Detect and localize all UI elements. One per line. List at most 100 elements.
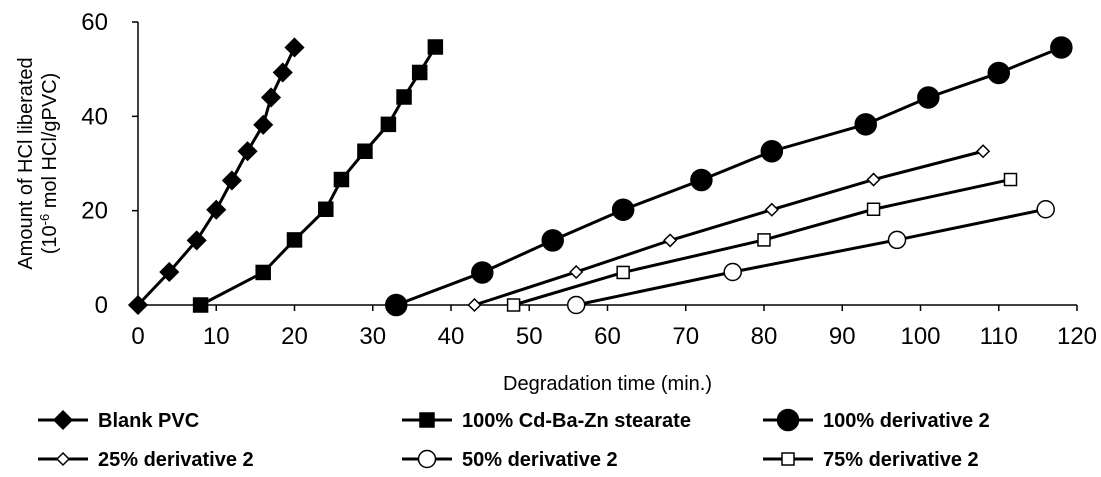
- x-tick-label: 0: [131, 323, 144, 350]
- data-point: [1036, 200, 1055, 219]
- y-axis-title-line1: Amount of HCl liberated: [15, 57, 37, 269]
- y-tick-label: 60: [81, 9, 108, 36]
- data-point: [471, 261, 494, 284]
- data-point: [887, 230, 907, 250]
- legend-entry: 100% Cd-Ba-Zn stearate: [402, 410, 691, 432]
- legend-marker: [776, 408, 800, 432]
- data-point: [1003, 172, 1018, 187]
- data-point: [506, 298, 521, 312]
- data-point: [192, 297, 209, 313]
- series-50-derivative-2: [566, 200, 1055, 315]
- data-point: [987, 61, 1010, 85]
- legend-label: 50% derivative 2: [462, 449, 618, 471]
- data-point: [760, 139, 784, 163]
- y-tick-label: 40: [81, 103, 108, 130]
- series-blank-pvc: [127, 37, 305, 316]
- legend-marker: [417, 449, 437, 469]
- series-line: [575, 207, 1047, 307]
- legend: Blank PVC 100% Cd-Ba-Zn stearate 100% deri…: [38, 408, 990, 471]
- data-point: [854, 113, 877, 136]
- y-ticks: 0 20 40 60: [81, 9, 138, 319]
- data-point: [917, 86, 940, 109]
- data-point: [764, 202, 779, 217]
- data-point: [396, 89, 412, 105]
- x-tick-label: 30: [359, 323, 386, 350]
- data-point: [569, 264, 584, 280]
- y-tick-label: 20: [81, 198, 108, 225]
- x-tick-label: 110: [980, 323, 1018, 350]
- legend-marker: [419, 412, 435, 428]
- legend-marker: [52, 409, 74, 431]
- x-tick-label: 20: [281, 323, 308, 350]
- legend-entry: Blank PVC: [38, 409, 199, 432]
- data-point: [566, 295, 586, 315]
- data-point: [237, 141, 258, 162]
- data-point: [384, 293, 408, 317]
- y-axis-title-suffix: mol HCl/gPVC): [39, 73, 61, 214]
- series-100-derivative-2: [384, 36, 1073, 317]
- legend-marker: [781, 452, 795, 466]
- plot-area: 0 20 40 60 0 10 20 30 40 50 60 70 80 90 100 110 120: [81, 9, 1097, 350]
- data-point: [663, 233, 678, 248]
- y-axis-title-prefix: (10: [39, 225, 61, 254]
- y-axis-title-line2: (10-6 mol HCl/gPVC): [37, 73, 62, 255]
- data-point: [333, 171, 350, 188]
- x-tick-label: 70: [672, 323, 699, 350]
- data-point: [1050, 36, 1073, 59]
- x-tick-label: 80: [751, 323, 778, 350]
- data-point: [411, 64, 428, 81]
- legend-entry: 100% derivative 2: [763, 408, 990, 432]
- data-point: [255, 264, 271, 281]
- series-75-derivative-2: [506, 172, 1018, 312]
- legend-entry: 25% derivative 2: [38, 449, 254, 471]
- series-layer: [127, 36, 1073, 317]
- series-line: [395, 46, 1062, 307]
- x-tick-label: 40: [438, 323, 465, 350]
- data-point: [253, 114, 274, 135]
- data-point: [427, 39, 444, 55]
- series-line: [136, 46, 296, 307]
- data-point: [186, 230, 207, 251]
- data-point: [357, 143, 373, 159]
- legend-entry: 50% derivative 2: [402, 449, 618, 471]
- data-point: [159, 261, 180, 283]
- data-point: [616, 265, 630, 280]
- data-point: [380, 116, 397, 133]
- data-point: [260, 87, 282, 108]
- legend-label: 100% Cd-Ba-Zn stearate: [462, 410, 691, 432]
- data-point: [723, 262, 742, 282]
- data-point: [318, 201, 334, 218]
- data-point: [976, 144, 991, 159]
- x-tick-label: 120: [1057, 323, 1097, 350]
- series-line: [199, 46, 437, 307]
- legend-label: 100% derivative 2: [823, 410, 990, 432]
- x-tick-label: 50: [516, 323, 543, 350]
- data-point: [221, 170, 242, 191]
- data-point: [690, 168, 713, 192]
- x-tick-label: 60: [594, 323, 621, 350]
- data-point: [611, 198, 635, 221]
- data-point: [284, 37, 305, 58]
- x-tick-label: 100: [900, 323, 940, 350]
- data-point: [206, 199, 227, 220]
- x-tick-label: 90: [829, 323, 856, 350]
- legend-label: Blank PVC: [98, 410, 199, 432]
- data-point: [272, 62, 293, 83]
- series-25-derivative-2: [467, 144, 991, 313]
- x-tick-label: 10: [203, 323, 230, 350]
- data-point: [467, 297, 482, 313]
- data-point: [866, 172, 881, 187]
- data-point: [757, 233, 771, 247]
- data-point: [286, 232, 303, 248]
- x-ticks: 0 10 20 30 40 50 60 70 80 90 100 110 120: [131, 305, 1097, 350]
- data-point: [866, 202, 881, 217]
- data-point: [541, 229, 564, 252]
- series-line: [474, 149, 984, 307]
- data-point: [127, 294, 149, 316]
- legend-label: 75% derivative 2: [823, 449, 979, 471]
- x-axis-title: Degradation time (min.): [503, 373, 712, 395]
- legend-entry: 75% derivative 2: [763, 449, 979, 471]
- series-100-cd-ba-zn-stearate: [192, 39, 444, 313]
- legend-label: 25% derivative 2: [98, 449, 254, 471]
